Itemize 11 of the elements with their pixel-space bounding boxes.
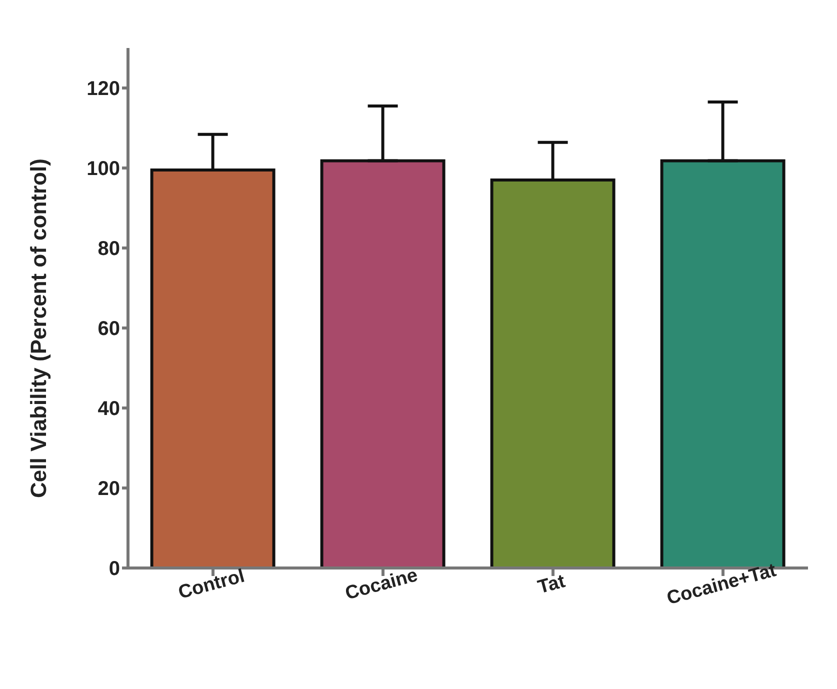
x-tick-label: Cocaine bbox=[343, 564, 420, 604]
y-tick-label: 80 bbox=[98, 238, 120, 260]
y-tick-label: 40 bbox=[98, 398, 120, 420]
x-tick-label: Control bbox=[176, 566, 247, 604]
y-axis-title: Cell Viability (Percent of control) bbox=[26, 158, 51, 498]
y-tick-label: 60 bbox=[98, 318, 120, 340]
y-tick-label: 120 bbox=[86, 78, 120, 100]
y-tick-label: 100 bbox=[86, 158, 120, 180]
y-tick-label: 20 bbox=[98, 478, 120, 500]
x-tick-label: Tat bbox=[536, 570, 568, 598]
y-tick-label: 0 bbox=[108, 558, 120, 580]
